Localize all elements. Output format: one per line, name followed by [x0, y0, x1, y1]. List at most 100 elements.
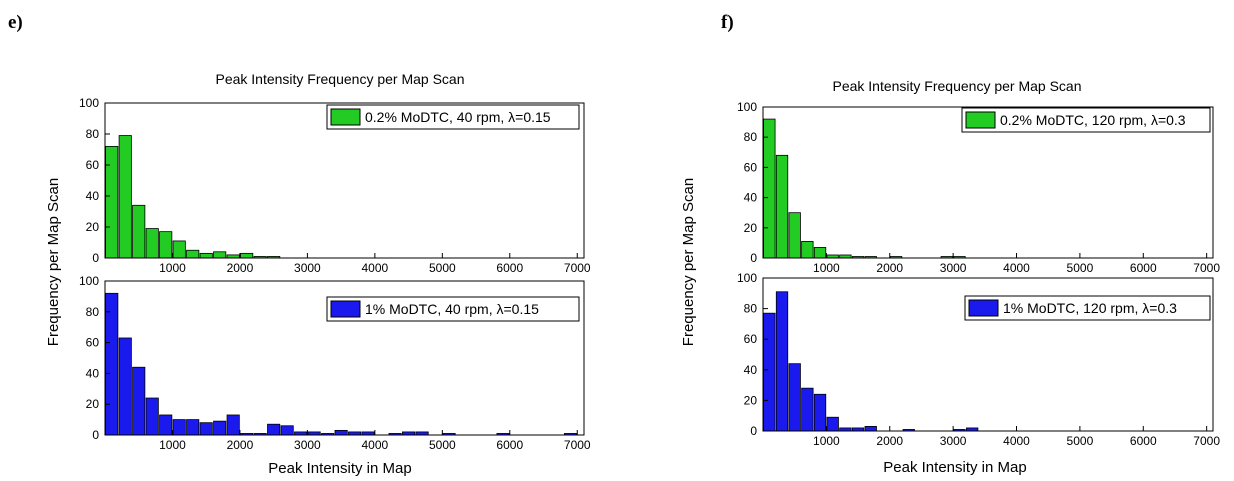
- chart0-sub0-subplot: 0 20 40 60 80 100 1000 2000 3000 4000 5000 6000 7000…: [79, 96, 591, 275]
- chart0-sub1-bar: [280, 425, 294, 436]
- chart1-sub0-bar: [763, 118, 776, 259]
- chart0-sub0-bar: [159, 231, 173, 259]
- chart0-sub0-bar: [199, 252, 213, 259]
- y-axis-label-f: Frequency per Map Scan: [680, 178, 697, 346]
- chart1-sub1-x-tick-label: 1000: [813, 434, 840, 448]
- chart0-sub0-bar: [118, 135, 132, 259]
- chart1-sub0-bar: [775, 154, 789, 259]
- chart0-sub1-bar: [159, 414, 173, 436]
- chart0-sub1-y-tick-label: 60: [86, 336, 100, 350]
- chart1-sub1-x-tick-label: 6000: [1130, 434, 1157, 448]
- chart0-sub1-bar: [199, 422, 213, 436]
- chart0-sub0-y-tick-label: 100: [79, 96, 99, 110]
- chart1-sub1-x-tick-label: 4000: [1003, 434, 1030, 448]
- chart0-sub0-legend-swatch: [330, 108, 361, 126]
- chart0-sub1-bar: [105, 292, 119, 436]
- chart0-sub1-frame: [104, 280, 585, 436]
- chart0-sub1-legend-swatch: [330, 300, 361, 318]
- chart1-sub1-legend-box: [964, 295, 1211, 321]
- chart0-sub0-x-tick-label: 1000: [159, 261, 186, 275]
- chart1-sub1-y-tick-label: 20: [744, 393, 758, 407]
- chart0-sub1-x-tick-label: 3000: [294, 438, 321, 452]
- chart0-sub1-bar: [186, 419, 200, 436]
- chart0-sub1-legend-label: 1% MoDTC, 40 rpm, λ=0.15: [365, 301, 539, 317]
- chart0-sub0-bar: [213, 251, 227, 259]
- chart0-sub0-bar: [240, 252, 254, 259]
- chart0-sub1-x-tick-label: 4000: [362, 438, 389, 452]
- chart1-sub0-x-tick-label: 5000: [1067, 261, 1094, 275]
- chart1-sub0-legend-box: [961, 107, 1211, 133]
- chart0-sub0-x-tick-label: 3000: [294, 261, 321, 275]
- chart0-sub0-legend-box: [326, 104, 580, 130]
- chart0-sub0-legend-label: 0.2% MoDTC, 40 rpm, λ=0.15: [365, 109, 551, 125]
- chart1-sub0-legend-label: 0.2% MoDTC, 120 rpm, λ=0.3: [1000, 112, 1186, 128]
- chart0-sub1-bar: [213, 420, 227, 436]
- chart0-sub1-y-tick-label: 100: [79, 274, 99, 288]
- chart1-sub0-x-tick-label: 4000: [1003, 261, 1030, 275]
- chart1-sub0-subplot: 0 20 40 60 80 100 1000 2000 3000 4000 5000 6000 7000…: [737, 100, 1220, 275]
- chart0-sub1-bar: [145, 397, 159, 436]
- chart0-sub0-x-tick-label: 7000: [564, 261, 591, 275]
- chart0-sub0-y-tick-label: 20: [86, 220, 100, 234]
- chart0-sub0-y-tick-label: 80: [86, 127, 100, 141]
- chart1-sub0-y-tick-label: 40: [744, 191, 758, 205]
- chart1-sub1-legend-label: 1% MoDTC, 120 rpm, λ=0.3: [1003, 300, 1177, 316]
- chart1-sub1-x-tick-label: 2000: [876, 434, 903, 448]
- chart1-sub0-x-tick-label: 2000: [876, 261, 903, 275]
- chart0-sub0-x-tick-label: 4000: [362, 261, 389, 275]
- chart1-sub0-y-tick-label: 0: [750, 251, 757, 265]
- chart1-sub1-y-tick-label: 0: [750, 424, 757, 438]
- chart1-sub1-bar: [826, 416, 839, 432]
- chart1-sub1-y-tick-label: 80: [744, 302, 758, 316]
- chart0-sub0-bar: [105, 145, 119, 259]
- chart0-sub1-bar: [267, 423, 281, 436]
- chart1-sub1-x-tick-label: 5000: [1067, 434, 1094, 448]
- chart1-sub0-x-tick-label: 1000: [813, 261, 840, 275]
- chart0-sub1-x-tick-label: 6000: [496, 438, 523, 452]
- chart1-sub1-x-tick-label: 3000: [940, 434, 967, 448]
- panel-label-e: e): [8, 12, 23, 33]
- chart1-sub1-x-tick-label: 7000: [1193, 434, 1220, 448]
- chart-title-e: Peak Intensity Frequency per Map Scan: [215, 71, 464, 87]
- chart0-sub0-frame: [104, 102, 585, 259]
- chart0-sub0-bar: [145, 228, 159, 259]
- chart1-sub0-legend-swatch: [965, 111, 996, 129]
- chart0-sub0-y-tick-label: 0: [92, 251, 99, 265]
- chart0-sub1-y-tick-label: 0: [92, 428, 99, 442]
- x-axis-label-f: Peak Intensity in Map: [883, 459, 1026, 476]
- chart1-sub1-legend-swatch: [968, 299, 999, 317]
- chart1-sub0-y-tick-label: 100: [737, 100, 757, 114]
- chart0-sub0-bar: [132, 204, 146, 259]
- chart0-sub1-x-tick-label: 2000: [227, 438, 254, 452]
- chart1-sub0-y-tick-label: 20: [744, 221, 758, 235]
- chart1-sub1-subplot: 0 20 40 60 80 100 1000 2000 3000 4000 5000 6000 7000…: [737, 271, 1220, 448]
- chart1-sub0-y-tick-label: 60: [744, 160, 758, 174]
- chart-title-f: Peak Intensity Frequency per Map Scan: [832, 78, 1081, 94]
- chart0-sub1-x-tick-label: 1000: [159, 438, 186, 452]
- chart1-sub1-y-tick-label: 100: [737, 271, 757, 285]
- x-axis-label-e: Peak Intensity in Map: [268, 460, 411, 477]
- chart0-sub1-bar: [132, 366, 146, 436]
- chart1-sub1-bar: [788, 363, 801, 432]
- chart0-sub1-bar: [172, 419, 186, 436]
- chart1-sub0-y-tick-label: 80: [744, 130, 758, 144]
- chart1-sub0-bar: [788, 212, 801, 259]
- chart1-sub0-x-tick-label: 6000: [1130, 261, 1157, 275]
- chart0-sub1-y-tick-label: 40: [86, 366, 100, 380]
- chart0-sub1-subplot: 0 20 40 60 80 100 1000 2000 3000 4000 5000 6000 7000…: [79, 274, 591, 452]
- chart1-sub0-x-tick-label: 7000: [1193, 261, 1220, 275]
- chart1-sub1-y-tick-label: 40: [744, 363, 758, 377]
- chart0-sub1-bar: [226, 414, 240, 436]
- chart0-sub0-x-tick-label: 6000: [496, 261, 523, 275]
- chart0-sub1-legend-box: [326, 296, 580, 322]
- chart0-sub0-bar: [172, 240, 186, 259]
- chart0-sub1-bar: [118, 337, 132, 436]
- chart1-sub1-bar: [763, 312, 776, 432]
- chart1-sub1-bar: [864, 426, 877, 432]
- chart0-sub0-y-tick-label: 60: [86, 158, 100, 172]
- chart0-sub1-x-tick-label: 7000: [564, 438, 591, 452]
- chart1-sub1-bar: [775, 291, 789, 432]
- chart0-sub1-x-tick-label: 5000: [429, 438, 456, 452]
